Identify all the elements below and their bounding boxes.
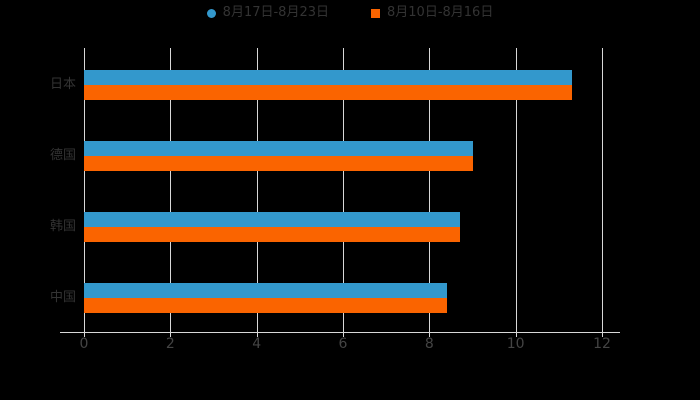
bar-series-2[interactable] (84, 298, 447, 313)
x-axis-line (60, 332, 620, 333)
gridline (602, 48, 603, 332)
x-axis-tick (602, 332, 603, 337)
x-axis-tick (515, 332, 517, 337)
x-axis-tick (256, 332, 258, 337)
x-axis-tick-label: 4 (252, 336, 262, 352)
bar-series-2[interactable] (84, 227, 460, 242)
x-axis-tick (429, 332, 431, 337)
gridline (84, 48, 85, 332)
legend-item-series-2[interactable]: 8月10日-8月16日 (371, 6, 493, 20)
y-axis-category-label: 韩国 (49, 219, 76, 234)
chart-legend: 8月17日-8月23日 8月10日-8月16日 (0, 6, 700, 20)
gridline (429, 48, 431, 332)
legend-marker-circle-icon (206, 8, 216, 18)
gridline (343, 48, 344, 332)
x-axis-tick (343, 332, 344, 337)
gridline (515, 48, 517, 332)
bar-series-1[interactable] (84, 212, 460, 227)
x-axis-tick-label: 0 (79, 336, 89, 352)
x-axis-tick (84, 332, 85, 337)
x-axis-tick-label: 12 (593, 336, 611, 352)
x-axis-tick-label: 2 (165, 336, 175, 352)
gridline (170, 48, 172, 332)
x-axis-tick-label: 6 (338, 336, 348, 352)
x-axis-tick-label: 10 (506, 336, 525, 352)
legend-item-series-1[interactable]: 8月17日-8月23日 (206, 5, 329, 20)
bar-series-1[interactable] (84, 141, 473, 156)
bar-series-1[interactable] (84, 283, 447, 298)
y-axis-category-label: 中国 (49, 290, 76, 305)
legend-label-series-2: 8月10日-8月16日 (387, 5, 494, 20)
legend-marker-square-icon (371, 8, 380, 18)
bar-series-2[interactable] (84, 156, 473, 171)
plot-area (84, 48, 602, 332)
legend-label-series-1: 8月17日-8月23日 (222, 5, 329, 20)
y-axis-labels: 日本 德国 韩国 中国 (0, 0, 76, 400)
x-axis-tick-label: 8 (424, 336, 434, 352)
y-axis-category-label: 日本 (49, 77, 76, 92)
gridline (256, 48, 258, 332)
y-axis-category-label: 德国 (49, 148, 76, 163)
bar-series-1[interactable] (84, 70, 572, 85)
x-axis-tick (170, 332, 172, 337)
bar-series-2[interactable] (84, 85, 572, 100)
